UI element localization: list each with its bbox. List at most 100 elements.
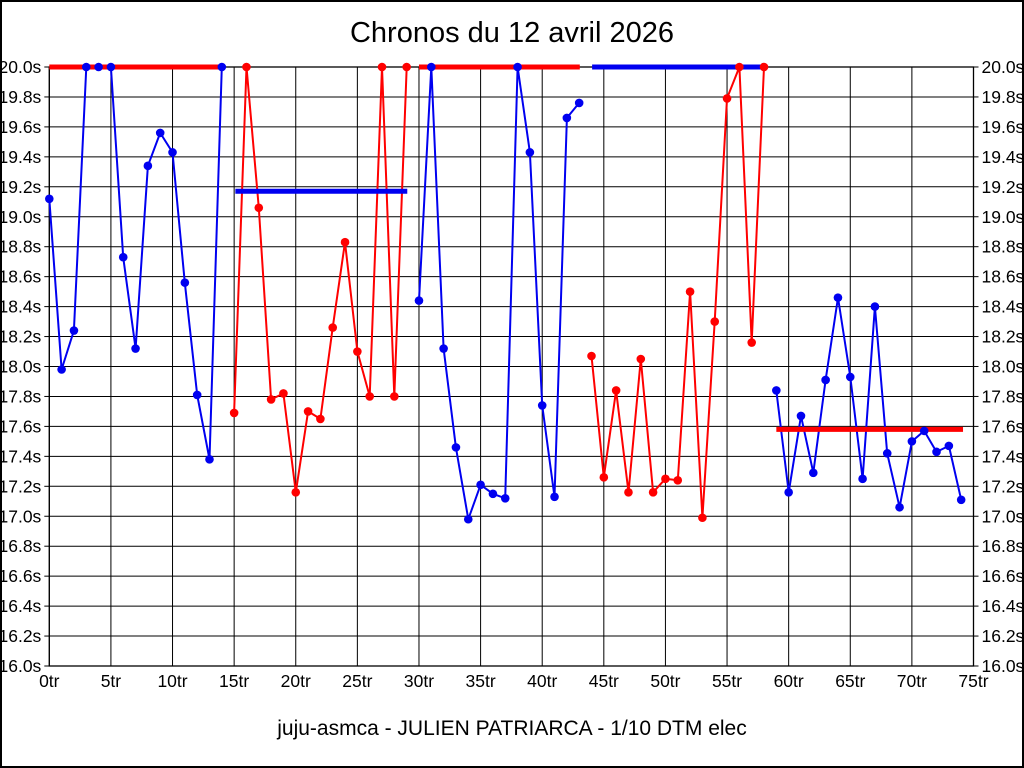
red-stint-2-point xyxy=(673,476,683,485)
red-stint-2-point xyxy=(587,351,596,361)
y-tick-label-right: 16.8s xyxy=(982,536,1024,556)
blue-stint-3-point xyxy=(833,293,843,302)
y-tick-label-right: 17.4s xyxy=(982,446,1024,466)
red-stint-1-point xyxy=(316,414,325,424)
x-tick-label: 20tr xyxy=(281,671,311,691)
blue-stint-2-point xyxy=(500,493,510,503)
blue-stint-2-point xyxy=(451,443,461,452)
blue-stint-3-point xyxy=(944,441,954,451)
y-tick-label-left: 16.6s xyxy=(0,566,42,586)
y-tick-label-left: 20.0s xyxy=(0,57,42,77)
red-stint-2-point xyxy=(661,474,670,484)
y-tick-label-right: 16.4s xyxy=(982,596,1024,616)
blue-stint-1-point xyxy=(192,390,202,400)
y-tick-label-right: 18.2s xyxy=(982,327,1024,347)
blue-stint-3-point xyxy=(907,437,917,446)
y-tick-label-right: 16.0s xyxy=(982,656,1024,676)
blue-stint-2-point xyxy=(427,62,436,72)
red-stint-2-point xyxy=(722,94,732,103)
red-stint-1-point xyxy=(242,62,251,72)
y-tick-label-left: 19.4s xyxy=(0,147,42,167)
blue-stint-3-point xyxy=(895,502,904,512)
y-tick-label-left: 18.2s xyxy=(0,327,42,347)
red-stint-1-point xyxy=(365,392,374,401)
blue-stint-3-point xyxy=(772,386,781,395)
blue-stint-1-point xyxy=(69,326,79,335)
y-tick-label-right: 19.8s xyxy=(982,87,1024,107)
x-tick-label: 75tr xyxy=(958,671,988,691)
y-tick-label-left: 18.8s xyxy=(0,237,42,257)
blue-stint-2-point xyxy=(550,492,559,502)
red-stint-1-point xyxy=(328,323,338,332)
blue-stint-1-point xyxy=(131,344,140,353)
blue-stint-3-point xyxy=(796,411,806,421)
blue-stint-3-point xyxy=(821,375,830,385)
blue-stint-1-point xyxy=(217,62,227,72)
y-tick-label-right: 16.2s xyxy=(982,626,1024,646)
x-tick-label: 25tr xyxy=(342,671,372,691)
red-stint-2-point xyxy=(611,386,621,395)
y-tick-label-left: 16.8s xyxy=(0,536,42,556)
blue-stint-2-line xyxy=(418,66,580,521)
y-tick-label-right: 18.8s xyxy=(982,237,1024,257)
red-stint-2-line xyxy=(590,66,765,519)
y-tick-label-left: 16.0s xyxy=(0,656,42,676)
y-tick-label-right: 16.6s xyxy=(982,566,1024,586)
x-tick-label: 40tr xyxy=(527,671,557,691)
blue-stint-3-line xyxy=(775,296,963,509)
blue-stint-1-point xyxy=(180,278,190,287)
blue-stint-1-point xyxy=(45,194,54,204)
x-tick-label: 55tr xyxy=(712,671,742,691)
x-tick-label: 45tr xyxy=(589,671,619,691)
red-stint-2-point xyxy=(759,62,769,72)
y-tick-label-left: 16.2s xyxy=(0,626,42,646)
x-tick-label: 0tr xyxy=(39,671,60,691)
x-tick-label: 30tr xyxy=(404,671,434,691)
y-tick-label-right: 17.0s xyxy=(982,506,1024,526)
red-stint-1-point xyxy=(377,62,387,72)
y-tick-label-right: 18.0s xyxy=(982,357,1024,377)
y-tick-label-left: 18.0s xyxy=(0,357,42,377)
y-tick-label-left: 17.2s xyxy=(0,476,42,496)
blue-stint-3-point xyxy=(809,468,818,478)
y-tick-label-right: 18.6s xyxy=(982,267,1024,287)
blue-stint-3-point xyxy=(882,449,892,458)
blue-stint-2-point xyxy=(463,514,473,524)
y-tick-label-right: 17.6s xyxy=(982,416,1024,436)
y-tick-label-left: 17.6s xyxy=(0,416,42,436)
blue-stint-3-point xyxy=(919,426,929,436)
y-tick-label-left: 18.6s xyxy=(0,267,42,287)
red-stint-2-point xyxy=(735,62,744,72)
x-tick-label: 15tr xyxy=(219,671,249,691)
blue-stint-2-point xyxy=(476,480,485,490)
y-tick-label-left: 19.2s xyxy=(0,177,42,197)
blue-stint-1-point xyxy=(118,252,128,262)
red-stint-1-point xyxy=(229,408,239,418)
blue-stint-1-point xyxy=(106,62,116,72)
blue-stint-2-point xyxy=(574,98,584,108)
x-tick-label: 60tr xyxy=(774,671,804,691)
red-stint-1-line xyxy=(233,66,408,494)
y-tick-label-right: 20.0s xyxy=(982,57,1024,77)
y-tick-label-left: 19.8s xyxy=(0,87,42,107)
chart-title: Chronos du 12 avril 2026 xyxy=(349,17,675,49)
blue-stint-3-point xyxy=(932,447,941,457)
blue-stint-2-point xyxy=(439,344,448,353)
blue-stint-1-point xyxy=(205,455,214,464)
blue-stint-2-point xyxy=(525,148,535,157)
y-tick-label-left: 19.0s xyxy=(0,207,42,227)
blue-stint-3-point xyxy=(956,495,966,505)
y-tick-label-left: 18.4s xyxy=(0,297,42,317)
red-stint-2-point xyxy=(747,338,756,347)
y-tick-label-left: 19.6s xyxy=(0,117,42,137)
x-tick-label: 65tr xyxy=(835,671,865,691)
x-tick-label: 70tr xyxy=(897,671,927,691)
blue-stint-2-point xyxy=(488,489,498,499)
y-tick-label-right: 17.8s xyxy=(982,386,1024,406)
y-tick-label-left: 17.4s xyxy=(0,446,42,466)
blue-stint-3-point xyxy=(784,487,793,497)
blue-stint-3-point xyxy=(845,372,855,382)
red-stint-1-point xyxy=(340,237,350,247)
x-tick-label: 35tr xyxy=(466,671,496,691)
